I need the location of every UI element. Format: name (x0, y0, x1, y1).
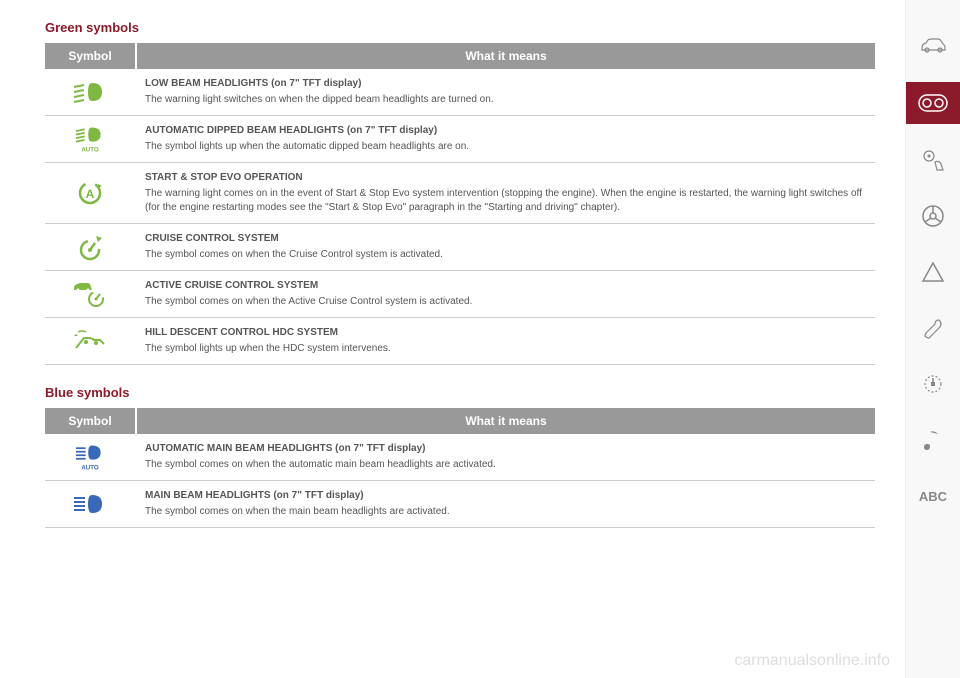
sidebar-airbag-icon[interactable] (917, 144, 949, 176)
symbol-icon-main-beam (45, 481, 135, 527)
section-title: Green symbols (45, 20, 875, 35)
row-title: CRUISE CONTROL SYSTEM (145, 232, 865, 246)
meaning-cell: AUTOMATIC MAIN BEAM HEADLIGHTS (on 7" TF… (135, 434, 875, 480)
row-desc: The symbol comes on when the Cruise Cont… (145, 249, 443, 260)
table-row: AUTO AUTOMATIC MAIN BEAM HEADLIGHTS (on … (45, 434, 875, 481)
sidebar-steering-icon[interactable] (917, 200, 949, 232)
symbol-icon-start-stop: A (45, 163, 135, 223)
row-desc: The symbol comes on when the automatic m… (145, 459, 496, 470)
svg-text:AUTO: AUTO (81, 146, 99, 153)
table-row: HILL DESCENT CONTROL HDC SYSTEM The symb… (45, 318, 875, 365)
sidebar-nav: ABC (905, 0, 960, 678)
sidebar-warning-icon[interactable] (917, 256, 949, 288)
row-desc: The symbol comes on when the main beam h… (145, 506, 450, 517)
row-desc: The symbol lights up when the HDC system… (145, 343, 391, 354)
section-title: Blue symbols (45, 385, 875, 400)
row-desc: The symbol comes on when the Active Crui… (145, 296, 472, 307)
symbol-icon-auto-main: AUTO (45, 434, 135, 480)
row-title: AUTOMATIC DIPPED BEAM HEADLIGHTS (on 7" … (145, 124, 865, 138)
sidebar-car-icon[interactable] (917, 30, 949, 62)
meaning-cell: LOW BEAM HEADLIGHTS (on 7" TFT display) … (135, 69, 875, 115)
table-row: MAIN BEAM HEADLIGHTS (on 7" TFT display)… (45, 481, 875, 528)
row-title: ACTIVE CRUISE CONTROL SYSTEM (145, 279, 865, 293)
symbol-icon-active-cruise (45, 271, 135, 317)
sidebar-dashboard-icon[interactable] (906, 82, 960, 124)
meaning-cell: START & STOP EVO OPERATION The warning l… (135, 163, 875, 223)
meaning-cell: MAIN BEAM HEADLIGHTS (on 7" TFT display)… (135, 481, 875, 527)
meaning-cell: CRUISE CONTROL SYSTEM The symbol comes o… (135, 224, 875, 270)
symbol-icon-hdc (45, 318, 135, 364)
row-desc: The symbol lights up when the automatic … (145, 141, 469, 152)
header-meaning: What it means (137, 408, 875, 434)
sidebar-abc-icon[interactable]: ABC (917, 480, 949, 512)
sidebar-wrench-icon[interactable] (917, 312, 949, 344)
row-desc: The warning light comes on in the event … (145, 188, 862, 213)
row-title: START & STOP EVO OPERATION (145, 171, 865, 185)
svg-text:A: A (86, 187, 95, 201)
sidebar-music-icon[interactable] (917, 424, 949, 456)
symbol-icon-low-beam (45, 69, 135, 115)
table-row: CRUISE CONTROL SYSTEM The symbol comes o… (45, 224, 875, 271)
row-desc: The warning light switches on when the d… (145, 94, 494, 105)
table-row: ACTIVE CRUISE CONTROL SYSTEM The symbol … (45, 271, 875, 318)
header-meaning: What it means (137, 43, 875, 69)
meaning-cell: HILL DESCENT CONTROL HDC SYSTEM The symb… (135, 318, 875, 364)
main-content: Green symbolsSymbolWhat it means LOW BEA… (0, 0, 905, 678)
row-title: MAIN BEAM HEADLIGHTS (on 7" TFT display) (145, 489, 865, 503)
table-row: A START & STOP EVO OPERATION The warning… (45, 163, 875, 224)
sidebar-tech-icon[interactable] (917, 368, 949, 400)
table-row: LOW BEAM HEADLIGHTS (on 7" TFT display) … (45, 69, 875, 116)
row-title: LOW BEAM HEADLIGHTS (on 7" TFT display) (145, 77, 865, 91)
row-title: AUTOMATIC MAIN BEAM HEADLIGHTS (on 7" TF… (145, 442, 865, 456)
symbol-icon-auto-dipped: AUTO (45, 116, 135, 162)
symbol-icon-cruise (45, 224, 135, 270)
meaning-cell: ACTIVE CRUISE CONTROL SYSTEM The symbol … (135, 271, 875, 317)
watermark: carmanualsonline.info (734, 652, 890, 670)
meaning-cell: AUTOMATIC DIPPED BEAM HEADLIGHTS (on 7" … (135, 116, 875, 162)
header-symbol: Symbol (45, 43, 135, 69)
header-symbol: Symbol (45, 408, 135, 434)
table-row: AUTO AUTOMATIC DIPPED BEAM HEADLIGHTS (o… (45, 116, 875, 163)
svg-text:AUTO: AUTO (81, 464, 99, 471)
row-title: HILL DESCENT CONTROL HDC SYSTEM (145, 326, 865, 340)
